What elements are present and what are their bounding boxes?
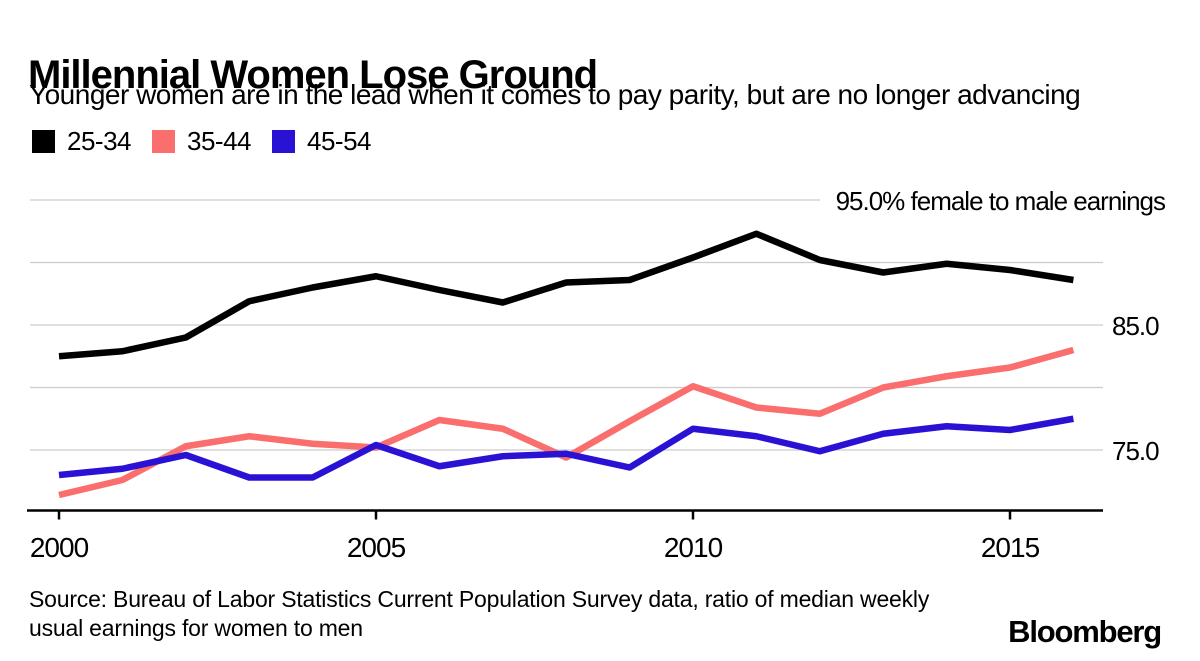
y-axis-annotation: 95.0% female to male earnings — [835, 186, 1166, 216]
source-line-1: Source: Bureau of Labor Statistics Curre… — [29, 586, 930, 612]
source-note: Source: Bureau of Labor Statistics Curre… — [29, 585, 929, 643]
chart-title: Millennial Women Lose Ground — [28, 52, 598, 97]
series-line-45-54 — [58, 415, 1074, 481]
y-tick-label-85: 85.0 — [1112, 311, 1160, 341]
legend-item-45-54: 45-54 — [272, 126, 372, 157]
chart-legend: 25-34 35-44 45-54 — [32, 126, 372, 157]
legend-swatch-25-34-icon — [32, 130, 55, 153]
bloomberg-logo: Bloomberg — [1008, 614, 1162, 649]
x-tick-label-2000: 2000 — [29, 532, 89, 563]
x-tick-label-2015: 2015 — [980, 532, 1040, 563]
x-tick-label-2010: 2010 — [663, 532, 723, 563]
series-line-25-34 — [58, 230, 1074, 360]
legend-swatch-45-54-icon — [272, 130, 295, 153]
legend-swatch-35-44-icon — [152, 130, 175, 153]
legend-label-35-44: 35-44 — [187, 126, 252, 156]
source-line-2: usual earnings for women to men — [29, 615, 363, 641]
legend-label-25-34: 25-34 — [67, 126, 132, 156]
x-tick-label-2005: 2005 — [346, 532, 406, 563]
y-tick-label-75: 75.0 — [1112, 436, 1160, 466]
legend-item-25-34: 25-34 — [32, 126, 132, 157]
chart-subtitle: Younger women are in the lead when it co… — [29, 79, 1081, 110]
legend-label-45-54: 45-54 — [307, 126, 372, 156]
series-line-35-44 — [58, 346, 1075, 499]
legend-item-35-44: 35-44 — [152, 126, 252, 157]
